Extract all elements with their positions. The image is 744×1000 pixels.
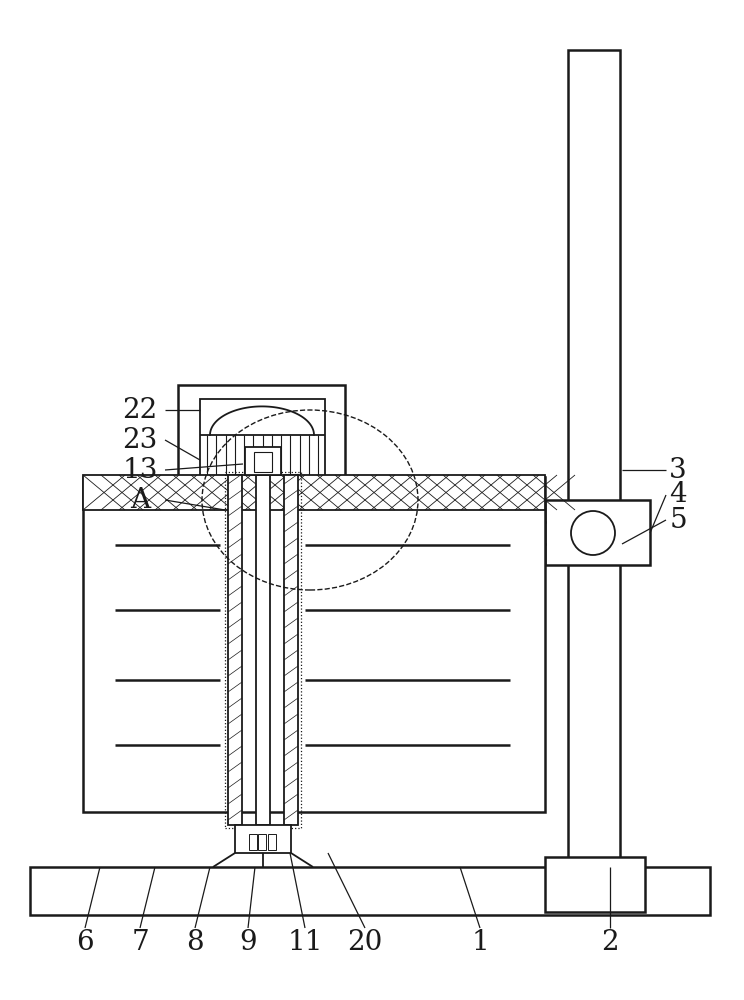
Bar — [284, 475, 298, 825]
Bar — [268, 834, 276, 850]
Bar — [568, 50, 620, 870]
Bar — [254, 452, 272, 472]
Text: 3: 3 — [669, 456, 687, 484]
Text: 22: 22 — [122, 396, 158, 424]
Bar — [256, 475, 270, 825]
Text: 9: 9 — [239, 928, 257, 956]
Bar — [200, 399, 325, 524]
Text: A: A — [130, 487, 150, 514]
Bar — [178, 385, 345, 540]
Bar — [545, 857, 645, 912]
Text: 2: 2 — [601, 928, 619, 956]
Bar — [249, 834, 257, 850]
Text: 20: 20 — [347, 928, 382, 956]
Text: 13: 13 — [122, 456, 158, 484]
Text: 1: 1 — [471, 928, 489, 956]
Text: 6: 6 — [76, 928, 94, 956]
Bar — [228, 475, 242, 825]
Text: 8: 8 — [186, 928, 204, 956]
Bar — [545, 500, 650, 565]
Text: 11: 11 — [287, 928, 323, 956]
Bar — [30, 867, 710, 915]
Text: 5: 5 — [669, 506, 687, 534]
Text: 23: 23 — [122, 426, 158, 454]
Bar — [245, 447, 281, 475]
Text: 4: 4 — [669, 482, 687, 508]
Bar — [83, 477, 545, 812]
Bar — [83, 475, 545, 510]
Bar — [225, 472, 301, 828]
Circle shape — [571, 511, 615, 555]
Bar — [258, 834, 266, 850]
Bar — [235, 825, 291, 853]
Text: 7: 7 — [131, 928, 149, 956]
Bar — [250, 538, 276, 580]
